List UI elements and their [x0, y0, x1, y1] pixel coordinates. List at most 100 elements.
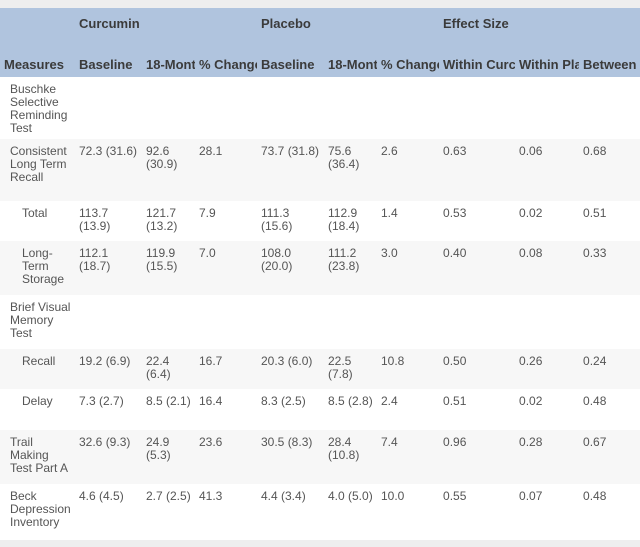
- table-cell: 0.63: [439, 139, 516, 201]
- table-cell: 23.6: [195, 430, 257, 484]
- table-cell: [142, 77, 195, 139]
- table-cell: 4.6 (4.5): [75, 484, 142, 532]
- table-cell: 108.0 (20.0): [257, 241, 324, 295]
- measure-name: Brief Visual Memory Test: [0, 295, 75, 349]
- table-cell: 28.1: [195, 139, 257, 201]
- table-cell: [439, 77, 516, 139]
- table-cell: 0.48: [579, 389, 640, 430]
- table-cell: 7.3 (2.7): [75, 389, 142, 430]
- table-row: Buschke Selective Reminding Test: [0, 77, 640, 139]
- measure-name: Consistent Long Term Recall: [0, 139, 75, 201]
- table-cell: 8.5 (2.1): [142, 389, 195, 430]
- table-header: Curcumin Placebo Effect Size Measures Ba…: [0, 8, 640, 77]
- table-cell: 2.7 (2.5): [142, 484, 195, 532]
- table-cell: 0.08: [515, 241, 580, 295]
- table-cell: 0.40: [439, 241, 516, 295]
- measure-name: Total: [0, 201, 75, 241]
- results-table: Curcumin Placebo Effect Size Measures Ba…: [0, 8, 640, 532]
- table-cell: [439, 295, 516, 349]
- table-cell: [377, 77, 440, 139]
- table-cell: 112.9 (18.4): [324, 201, 377, 241]
- table-cell: 0.50: [439, 349, 516, 389]
- column-header-between-group: Between Group: [579, 38, 640, 77]
- table-cell: [75, 295, 142, 349]
- table-row: Consistent Long Term Recall 72.3 (31.6) …: [0, 139, 640, 201]
- table-cell: 75.6 (36.4): [324, 139, 377, 201]
- table-row: Trail Making Test Part A 32.6 (9.3) 24.9…: [0, 430, 640, 484]
- table-cell: 0.33: [579, 241, 640, 295]
- table-cell: 22.5 (7.8): [324, 349, 377, 389]
- table-cell: 16.4: [195, 389, 257, 430]
- table-cell: 3.0: [377, 241, 440, 295]
- column-header-placebo-18-month: 18-Month: [324, 38, 377, 77]
- group-header-row: Curcumin Placebo Effect Size: [0, 8, 640, 38]
- table-cell: 2.6: [377, 139, 440, 201]
- column-header-measures: Measures: [0, 38, 75, 77]
- table-cell: 32.6 (9.3): [75, 430, 142, 484]
- table-cell: [257, 77, 324, 139]
- table-cell: 0.51: [439, 389, 516, 430]
- table-row: Delay 7.3 (2.7) 8.5 (2.1) 16.4 8.3 (2.5)…: [0, 389, 640, 430]
- table-cell: 0.02: [515, 201, 580, 241]
- table-cell: 4.0 (5.0): [324, 484, 377, 532]
- table-cell: 7.4: [377, 430, 440, 484]
- table-cell: [579, 295, 640, 349]
- column-header-curcumin-18-month: 18-Month: [142, 38, 195, 77]
- table-cell: 112.1 (18.7): [75, 241, 142, 295]
- table-cell: 30.5 (8.3): [257, 430, 324, 484]
- table-cell: 16.7: [195, 349, 257, 389]
- measure-name: Delay: [0, 389, 75, 430]
- table-cell: 10.0: [377, 484, 440, 532]
- table-row: Brief Visual Memory Test: [0, 295, 640, 349]
- table-cell: 1.4: [377, 201, 440, 241]
- table-cell: 7.9: [195, 201, 257, 241]
- table-cell: 0.53: [439, 201, 516, 241]
- table-cell: 22.4 (6.4): [142, 349, 195, 389]
- table-cell: 119.9 (15.5): [142, 241, 195, 295]
- table-cell: 2.4: [377, 389, 440, 430]
- table-cell: 0.28: [515, 430, 580, 484]
- table-cell: 0.51: [579, 201, 640, 241]
- table-body: Buschke Selective Reminding Test Consist…: [0, 77, 640, 532]
- table-cell: 7.0: [195, 241, 257, 295]
- table-cell: 0.07: [515, 484, 580, 532]
- table-cell: [142, 295, 195, 349]
- table-row: Recall 19.2 (6.9) 22.4 (6.4) 16.7 20.3 (…: [0, 349, 640, 389]
- table-cell: 10.8: [377, 349, 440, 389]
- table-cell: 24.9 (5.3): [142, 430, 195, 484]
- table-cell: 8.3 (2.5): [257, 389, 324, 430]
- table-cell: 92.6 (30.9): [142, 139, 195, 201]
- table-cell: 0.55: [439, 484, 516, 532]
- table-cell: 0.02: [515, 389, 580, 430]
- table-cell: [515, 77, 580, 139]
- table-cell: 0.06: [515, 139, 580, 201]
- table-cell: 73.7 (31.8): [257, 139, 324, 201]
- table-cell: 0.68: [579, 139, 640, 201]
- table-cell: 111.3 (15.6): [257, 201, 324, 241]
- table-cell: 0.26: [515, 349, 580, 389]
- measure-name: Buschke Selective Reminding Test: [0, 77, 75, 139]
- table-cell: [257, 295, 324, 349]
- column-header-placebo-change: % Change: [377, 38, 440, 77]
- table-cell: 0.24: [579, 349, 640, 389]
- bottom-border: [0, 540, 640, 547]
- table-cell: 0.48: [579, 484, 640, 532]
- table-cell: 20.3 (6.0): [257, 349, 324, 389]
- table-cell: [324, 295, 377, 349]
- table-cell: [324, 77, 377, 139]
- column-header-placebo-baseline: Baseline: [257, 38, 324, 77]
- column-header-curcumin-baseline: Baseline: [75, 38, 142, 77]
- group-header-curcumin: Curcumin: [75, 8, 257, 38]
- table-row: Long-Term Storage 112.1 (18.7) 119.9 (15…: [0, 241, 640, 295]
- table-cell: [579, 77, 640, 139]
- table-cell: [377, 295, 440, 349]
- table-cell: 0.67: [579, 430, 640, 484]
- group-header-blank: [0, 8, 75, 38]
- table-row: Beck Depression Inventory 4.6 (4.5) 2.7 …: [0, 484, 640, 532]
- table-row: Total 113.7 (13.9) 121.7 (13.2) 7.9 111.…: [0, 201, 640, 241]
- table-cell: 4.4 (3.4): [257, 484, 324, 532]
- table-cell: 41.3: [195, 484, 257, 532]
- table-cell: 8.5 (2.8): [324, 389, 377, 430]
- top-border: [0, 0, 640, 8]
- table-cell: 28.4 (10.8): [324, 430, 377, 484]
